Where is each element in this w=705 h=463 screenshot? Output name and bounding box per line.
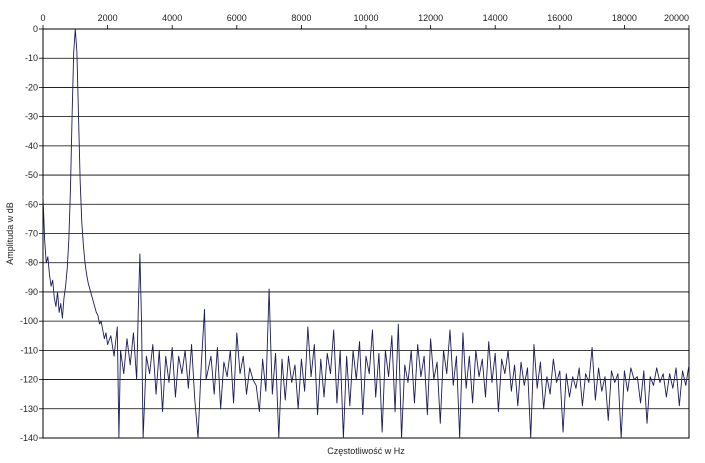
y-tick-label: -20 [25, 82, 38, 92]
spectrum-series-line [42, 28, 690, 439]
y-tick-label: -80 [25, 258, 38, 268]
x-tick-label: 18000 [612, 13, 637, 23]
y-axis: 0 -10 -20 -30 -40 -50 -60 -70 -80 -90 -100 -110 -120… [20, 24, 43, 443]
y-tick-label: -10 [25, 53, 38, 63]
x-tick-label: 14000 [483, 13, 508, 23]
x-tick-label: 8000 [291, 13, 311, 23]
y-tick-label: -40 [25, 141, 38, 151]
x-tick-label: 16000 [547, 13, 572, 23]
y-axis-title: Amplituda w dB [5, 202, 15, 265]
y-tick-label: -70 [25, 229, 38, 239]
y-tick-label: -130 [20, 404, 38, 414]
x-tick-label: 10000 [353, 13, 378, 23]
gridlines [43, 28, 689, 439]
y-tick-label: -140 [20, 433, 38, 443]
y-tick-label: -120 [20, 375, 38, 385]
x-tick-label: 0 [40, 13, 45, 23]
y-tick-label: -30 [25, 112, 38, 122]
y-tick-label: -50 [25, 170, 38, 180]
x-tick-label: 4000 [162, 13, 182, 23]
x-tick-label: 20000 [664, 13, 689, 23]
y-tick-label: -60 [25, 199, 38, 209]
x-tick-label: 12000 [418, 13, 443, 23]
y-tick-label: -90 [25, 287, 38, 297]
y-tick-label: -110 [21, 345, 38, 355]
x-tick-label: 6000 [227, 13, 247, 23]
x-tick-label: 2000 [98, 13, 118, 23]
y-tick-label: 0 [33, 24, 38, 34]
x-axis-title: Częstotliwość w Hz [327, 446, 405, 456]
y-tick-label: -100 [20, 316, 38, 326]
x-axis: 0 2000 4000 6000 8000 10000 12000 14000 16000 180… [40, 13, 690, 29]
